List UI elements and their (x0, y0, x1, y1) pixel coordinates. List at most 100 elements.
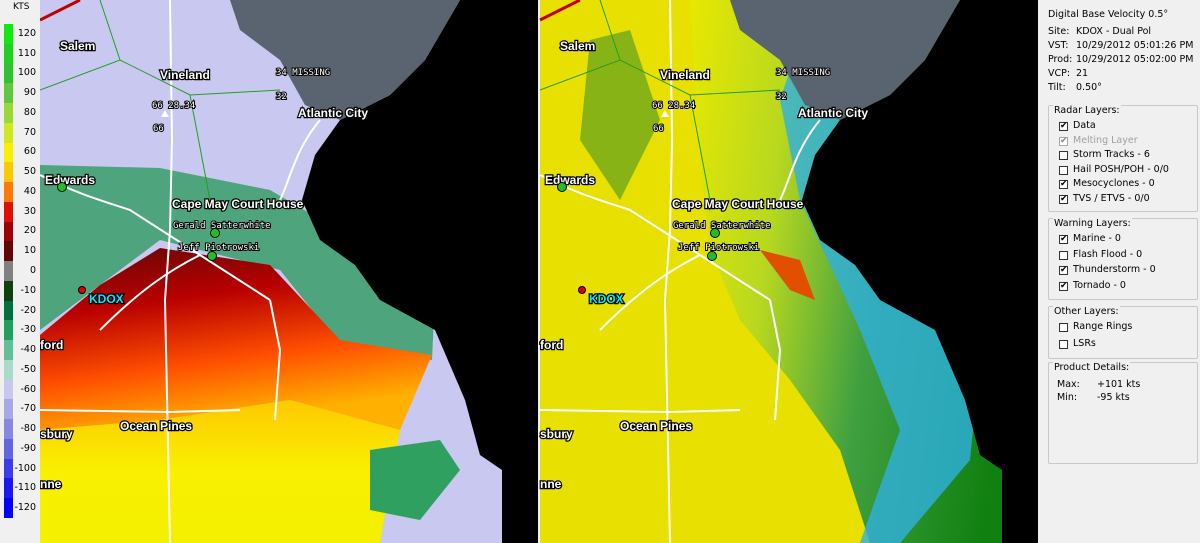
info-value: KDOX - Dual Pol (1076, 26, 1152, 37)
scale-swatch (4, 320, 13, 341)
echo-dark-green (580, 30, 660, 200)
layer-checkbox[interactable] (1059, 339, 1068, 349)
layer-label: Data (1073, 120, 1096, 131)
road (539, 174, 771, 301)
scale-label: 0 (29, 265, 36, 276)
layer-label: Storm Tracks - 6 (1073, 149, 1150, 160)
scale-swatch (4, 458, 13, 479)
group-title: Warning Layers: (1053, 218, 1132, 229)
map-label: Salem (60, 39, 95, 53)
layer-checkbox[interactable]: ✔ (1059, 265, 1068, 275)
scale-swatch (4, 438, 13, 460)
scale-label: -30 (20, 324, 36, 336)
product-details: Product Details: Max: +101 kts Min: -95 kts (1048, 362, 1198, 464)
scale-swatch (4, 43, 13, 64)
station-label: 66 28.34 (652, 101, 695, 111)
info-value: 0.50° (1076, 82, 1102, 93)
state-line (539, 0, 581, 22)
layer-label: Hail POSH/POH - 0/0 (1073, 163, 1169, 175)
scale-unit: KTS (13, 2, 30, 12)
road (599, 254, 701, 331)
scale-swatch (4, 122, 13, 144)
info-value: 10/29/2012 05:01:26 PM (1076, 40, 1194, 51)
scale-swatch (4, 83, 13, 104)
scale-swatch (4, 63, 13, 84)
layer-label: Melting Layer (1073, 134, 1138, 146)
echo-orange (760, 250, 815, 300)
layer-group: Radar Layers: ✔ Data ✔ Melting Layer Storm Tr… (1048, 105, 1198, 212)
station-label: Jeff Piotrowski (178, 243, 259, 253)
map-label: sbury (40, 427, 73, 441)
layer-checkbox[interactable]: ✔ (1059, 179, 1068, 189)
layer-label: TVS / ETVS - 0/0 (1073, 192, 1150, 204)
ocean (302, 0, 538, 543)
scale-label: 100 (17, 67, 36, 79)
county-line (539, 0, 781, 201)
scale-swatch (4, 340, 13, 361)
scale-label: 110 (17, 47, 36, 59)
road (769, 299, 782, 421)
layer-label: Tornado - 0 (1073, 279, 1126, 291)
scale-swatch (4, 359, 13, 381)
map-label: KDOX (589, 292, 624, 306)
layer-checkbox[interactable]: ✔ (1059, 193, 1068, 204)
county-line (40, 0, 281, 201)
layer-checkbox[interactable]: ✔ (1059, 280, 1068, 291)
color-scale: KTS 120 110 100 90 80 70 60 50 40 30 20 10 0 -10 -20 -30… (0, 0, 40, 543)
road (663, 0, 674, 543)
layer-checkbox: ✔ (1059, 135, 1068, 146)
product-title: Digital Base Velocity 0.5° (1048, 9, 1169, 20)
info-label: Site: (1048, 26, 1070, 37)
detail-label: Min: (1057, 392, 1078, 403)
map-label: Ocean Pines (120, 419, 192, 433)
spotter-marker (710, 228, 720, 238)
scale-label: -40 (20, 344, 36, 356)
map-label: Ocean Pines (620, 419, 692, 433)
scale-swatch (4, 261, 13, 282)
layer-checkbox[interactable]: ✔ (1059, 121, 1068, 131)
scale-label: 90 (23, 87, 36, 99)
layer-label: Marine - 0 (1073, 233, 1121, 244)
detail-value: -95 kts (1097, 392, 1130, 403)
road (40, 174, 271, 301)
scale-swatch (4, 221, 13, 242)
layer-label: Range Rings (1073, 321, 1133, 332)
map-label: KDOX (89, 292, 124, 306)
info-label: VST: (1048, 40, 1069, 51)
map-label: Edwards (45, 173, 95, 187)
layer-label: Mesocyclones - 0 (1073, 178, 1155, 189)
layer-checkbox[interactable] (1059, 323, 1068, 332)
scale-swatch (4, 379, 13, 400)
layer-checkbox[interactable] (1059, 151, 1068, 160)
spotter-marker (557, 182, 567, 192)
station-label: 66 (653, 124, 664, 134)
station-label: 34 MISSING (276, 68, 330, 78)
road (779, 119, 821, 201)
scale-label: -110 (14, 482, 36, 494)
scale-label: -60 (20, 383, 36, 395)
map-label: Cape May Court House (672, 197, 804, 211)
station-marker (661, 110, 669, 117)
layer-label: LSRs (1073, 337, 1096, 349)
map-label: nne (540, 477, 562, 491)
road (269, 299, 282, 421)
scale-swatch (4, 498, 13, 519)
group-title: Other Layers: (1053, 306, 1120, 317)
layer-checkbox[interactable]: ✔ (1059, 234, 1068, 244)
scale-swatch (4, 399, 13, 420)
road (163, 0, 174, 543)
layer-checkbox[interactable] (1059, 165, 1068, 175)
scale-label: 50 (23, 166, 36, 178)
layer-checkbox[interactable] (1059, 250, 1068, 260)
scale-label: -10 (20, 284, 36, 296)
group-title: Product Details: (1053, 362, 1131, 373)
scale-swatch (4, 182, 13, 203)
station-label: 66 28.34 (152, 101, 195, 111)
scale-swatch (4, 162, 13, 183)
map-label: Cape May Court House (172, 197, 304, 211)
spotter-marker (57, 182, 67, 192)
spotter-marker (210, 228, 220, 238)
info-value: 10/29/2012 05:02:00 PM (1076, 54, 1194, 65)
map-label: Atlantic City (798, 106, 868, 120)
